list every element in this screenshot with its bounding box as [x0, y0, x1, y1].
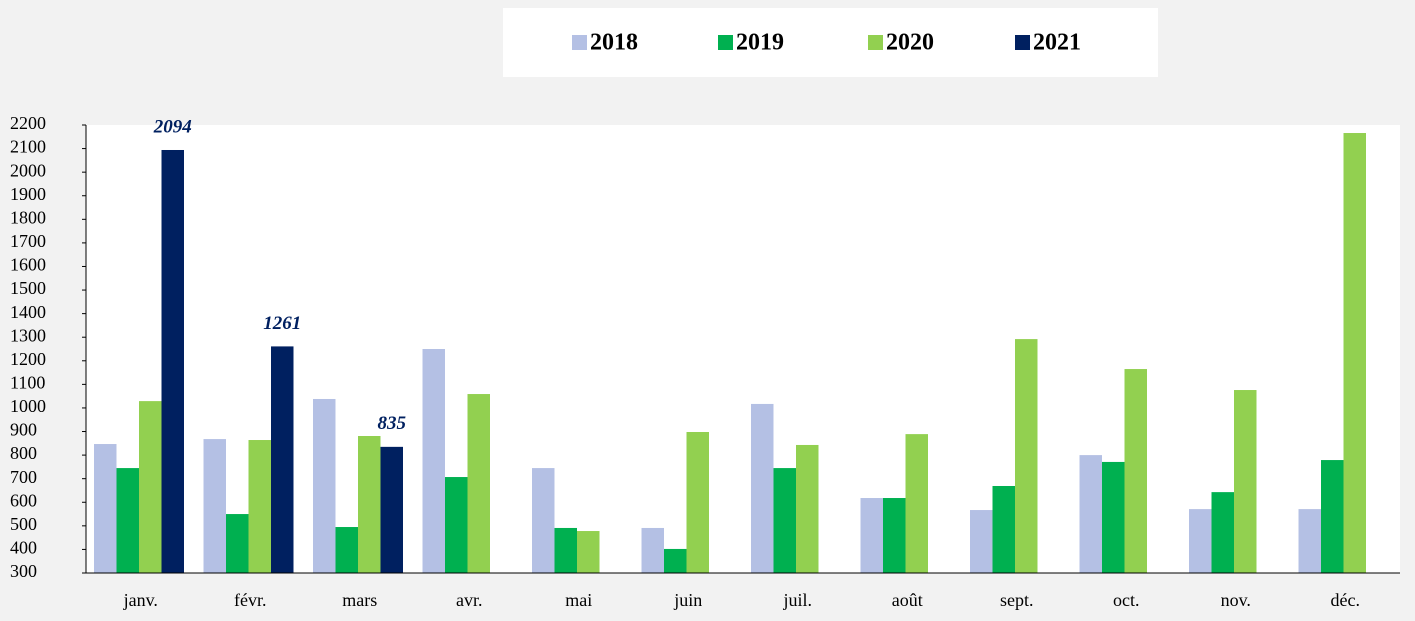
bar	[226, 514, 249, 573]
bar	[773, 468, 796, 573]
bar	[139, 401, 162, 573]
x-tick-label: mars	[342, 590, 377, 610]
bar	[1015, 339, 1038, 573]
legend-box	[503, 8, 1158, 77]
bar	[532, 468, 555, 573]
y-tick-label: 1400	[10, 302, 46, 322]
y-tick-label: 2000	[10, 160, 46, 180]
bar	[664, 548, 687, 573]
bar	[248, 440, 271, 573]
legend-swatch	[572, 35, 587, 50]
bar	[161, 149, 184, 573]
data-label: 2094	[153, 116, 192, 137]
y-tick-label: 300	[10, 561, 37, 581]
bar	[203, 439, 226, 573]
x-tick-label: nov.	[1221, 590, 1251, 610]
bar	[554, 527, 577, 573]
y-tick-label: 1800	[10, 207, 46, 227]
bar	[883, 498, 906, 573]
bar	[380, 446, 403, 573]
legend-label: 2019	[736, 30, 784, 56]
bar	[422, 349, 445, 573]
x-tick-label: oct.	[1113, 590, 1140, 610]
bar	[686, 431, 709, 573]
bar	[1124, 369, 1147, 573]
x-tick-label: août	[892, 590, 923, 610]
bar	[271, 346, 294, 573]
x-tick-label: déc.	[1331, 590, 1360, 610]
x-tick-label: mai	[565, 590, 592, 610]
bar	[94, 444, 117, 573]
y-tick-label: 1500	[10, 278, 46, 298]
bar	[1343, 133, 1366, 573]
y-tick-label: 1600	[10, 255, 46, 275]
bar	[445, 477, 468, 573]
legend-label: 2020	[886, 30, 934, 56]
bar	[1321, 460, 1344, 573]
y-tick-label: 1300	[10, 325, 46, 345]
y-tick-label: 1100	[10, 372, 45, 392]
y-tick-label: 800	[10, 443, 37, 463]
bar	[970, 510, 993, 573]
bar	[1298, 509, 1321, 573]
data-label: 1261	[263, 313, 301, 334]
y-tick-label: 2100	[10, 137, 46, 157]
y-tick-label: 1200	[10, 349, 46, 369]
y-tick-label: 600	[10, 490, 37, 510]
bar	[1234, 390, 1257, 573]
legend-swatch	[718, 35, 733, 50]
bar	[313, 398, 336, 573]
data-label: 835	[378, 413, 407, 434]
x-tick-label: juil.	[782, 590, 812, 610]
y-tick-label: 1900	[10, 184, 46, 204]
x-tick-label: juin	[673, 590, 702, 610]
bar	[1079, 455, 1102, 573]
bar	[905, 434, 928, 573]
bar	[467, 394, 490, 573]
bar	[1102, 461, 1125, 573]
bar	[335, 527, 358, 573]
plot-area	[86, 125, 1400, 573]
bar	[796, 444, 819, 573]
bar	[1189, 509, 1212, 573]
bar	[577, 531, 600, 573]
x-tick-label: avr.	[456, 590, 483, 610]
y-tick-label: 900	[10, 420, 37, 440]
x-tick-label: févr.	[234, 590, 266, 610]
bar	[641, 527, 664, 573]
legend-swatch	[868, 35, 883, 50]
x-tick-label: janv.	[123, 590, 158, 610]
bar	[992, 485, 1015, 573]
legend-swatch	[1015, 35, 1030, 50]
bar	[116, 468, 139, 573]
bar	[1211, 492, 1234, 573]
y-tick-label: 500	[10, 514, 37, 534]
legend-label: 2021	[1033, 30, 1081, 56]
y-tick-label: 1000	[10, 396, 46, 416]
bar	[751, 403, 774, 573]
y-tick-label: 700	[10, 467, 37, 487]
x-tick-label: sept.	[1000, 590, 1034, 610]
y-tick-label: 1700	[10, 231, 46, 251]
y-tick-label: 2200	[10, 113, 46, 133]
bar	[358, 436, 381, 573]
y-tick-label: 400	[10, 538, 37, 558]
legend-label: 2018	[590, 30, 638, 56]
bar	[860, 498, 883, 573]
